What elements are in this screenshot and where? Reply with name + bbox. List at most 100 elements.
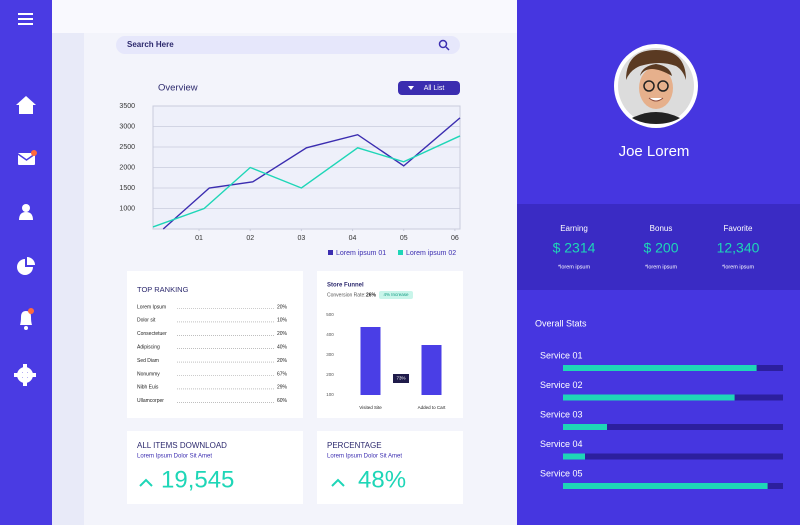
ranking-value: 10%: [277, 318, 288, 324]
stat-note: *lorem ipsum: [558, 264, 591, 270]
ranking-name: Sed Diam: [137, 358, 159, 364]
ranking-name: Lorem Ipsum: [137, 304, 166, 310]
service-label: Service 03: [540, 409, 583, 419]
bell-icon[interactable]: [20, 308, 34, 330]
overall-stats-title: Overall Stats: [535, 318, 587, 328]
ranking-name: Adipiscing: [137, 345, 160, 351]
funnel-title: Store Funnel: [327, 283, 364, 289]
stat-label: Bonus: [650, 224, 673, 233]
card: [317, 431, 463, 504]
bar-track: [563, 453, 783, 460]
mail-icon[interactable]: [17, 150, 37, 165]
search-icon[interactable]: [438, 39, 450, 51]
conversion-label: Conversion Rate:: [327, 292, 366, 298]
stats-band: [517, 204, 800, 290]
filter-button[interactable]: [398, 81, 460, 95]
stat-note: *lorem ipsum: [645, 264, 678, 270]
ranking-value: 67%: [277, 371, 288, 377]
stat-label: Earning: [560, 224, 588, 233]
up-arrow: [139, 478, 153, 487]
stat-value: $ 200: [643, 240, 678, 256]
bar: [563, 365, 757, 371]
ranking-value: 20%: [277, 331, 288, 337]
ranking-name: Consectetuer: [137, 331, 167, 337]
x-tick-label: 03: [297, 235, 305, 242]
x-tick-label: 02: [246, 235, 254, 242]
bar: [563, 483, 768, 489]
bar: [360, 327, 381, 395]
settings-icon[interactable]: [14, 364, 36, 386]
ranking-value: 20%: [277, 304, 288, 310]
x-tick-label: 04: [349, 235, 357, 242]
service-label: Service 02: [540, 380, 583, 390]
legend-swatch: [398, 250, 403, 255]
stat-label: Favorite: [724, 224, 753, 233]
x-tick-label: 06: [451, 235, 459, 242]
ranking-value: 60%: [277, 398, 288, 404]
menu-icon[interactable]: [18, 13, 33, 25]
service-label: Service 01: [540, 350, 583, 360]
downloads-title: ALL ITEMS DOWNLOAD: [137, 441, 227, 450]
y-tick-label: 3500: [119, 103, 135, 110]
chart-icon[interactable]: [17, 257, 35, 275]
avatar: [614, 44, 698, 128]
stat-note: *lorem ipsum: [722, 264, 755, 270]
sidebar: [0, 0, 52, 525]
x-tick-label: Added to Cart: [418, 405, 447, 410]
y-tick-label: 2000: [119, 164, 135, 171]
legend-label: Lorem ipsum 02: [406, 250, 456, 257]
line-series: [152, 135, 461, 228]
legend-swatch: [328, 250, 333, 255]
bar: [563, 394, 735, 401]
percentage-title: PERCENTAGE: [327, 441, 382, 450]
ranking-value: 29%: [277, 385, 288, 391]
y-tick-label: 200: [326, 372, 334, 377]
y-tick-label: 1000: [119, 205, 135, 212]
stat-value: $ 2314: [553, 240, 596, 256]
y-tick-label: 100: [326, 392, 334, 397]
bar-track: [563, 424, 783, 430]
search-bar[interactable]: [116, 36, 460, 54]
bar: [563, 424, 607, 430]
dropdown-arrow: [408, 86, 414, 90]
y-tick-label: 2500: [119, 144, 135, 151]
downloads-subtitle: Lorem Ipsum Dolor Sit Amet: [137, 454, 212, 460]
top-strip: [52, 0, 517, 33]
legend-label: Lorem ipsum 01: [336, 250, 386, 257]
x-tick-label: 01: [195, 235, 203, 242]
percentage-value: 48%: [358, 466, 406, 493]
filter-label: All List: [424, 85, 445, 92]
service-label: Service 04: [540, 439, 583, 449]
downloads-value: 19,545: [161, 466, 234, 493]
x-tick-label: 05: [400, 235, 408, 242]
profile-name: Joe Lorem: [619, 143, 690, 160]
annotation-box: [393, 374, 409, 383]
ranking-name: Ullamcorper: [137, 398, 164, 404]
ranking-title: TOP RANKING: [137, 285, 189, 294]
conversion-rate: 26%: [366, 292, 377, 298]
annotation: 73%: [396, 376, 405, 381]
card: [127, 431, 303, 504]
up-arrow: [331, 478, 345, 487]
service-label: Service 05: [540, 468, 583, 478]
ranking-value: 40%: [277, 345, 288, 351]
overview-title: Overview: [158, 83, 198, 94]
increase-badge: [379, 291, 413, 299]
home-icon[interactable]: [16, 96, 36, 114]
ranking-value: 20%: [277, 358, 288, 364]
search-placeholder: Search Here: [127, 40, 174, 49]
x-tick-label: Visited Site: [359, 405, 382, 410]
y-tick-label: 1500: [119, 185, 135, 192]
user-icon[interactable]: [19, 204, 33, 220]
ranking-name: Nonummy: [137, 371, 160, 377]
ranking-name: Nibh Euis: [137, 385, 159, 391]
ranking-name: Dolor sit: [137, 318, 156, 324]
bar: [563, 453, 585, 460]
stat-value: 12,340: [717, 240, 760, 256]
y-tick-label: 500: [326, 312, 334, 317]
increase-label: 4% Increase: [383, 292, 409, 297]
percentage-subtitle: Lorem Ipsum Dolor Sit Amet: [327, 454, 402, 460]
y-tick-label: 400: [326, 332, 334, 337]
card: [127, 271, 303, 418]
